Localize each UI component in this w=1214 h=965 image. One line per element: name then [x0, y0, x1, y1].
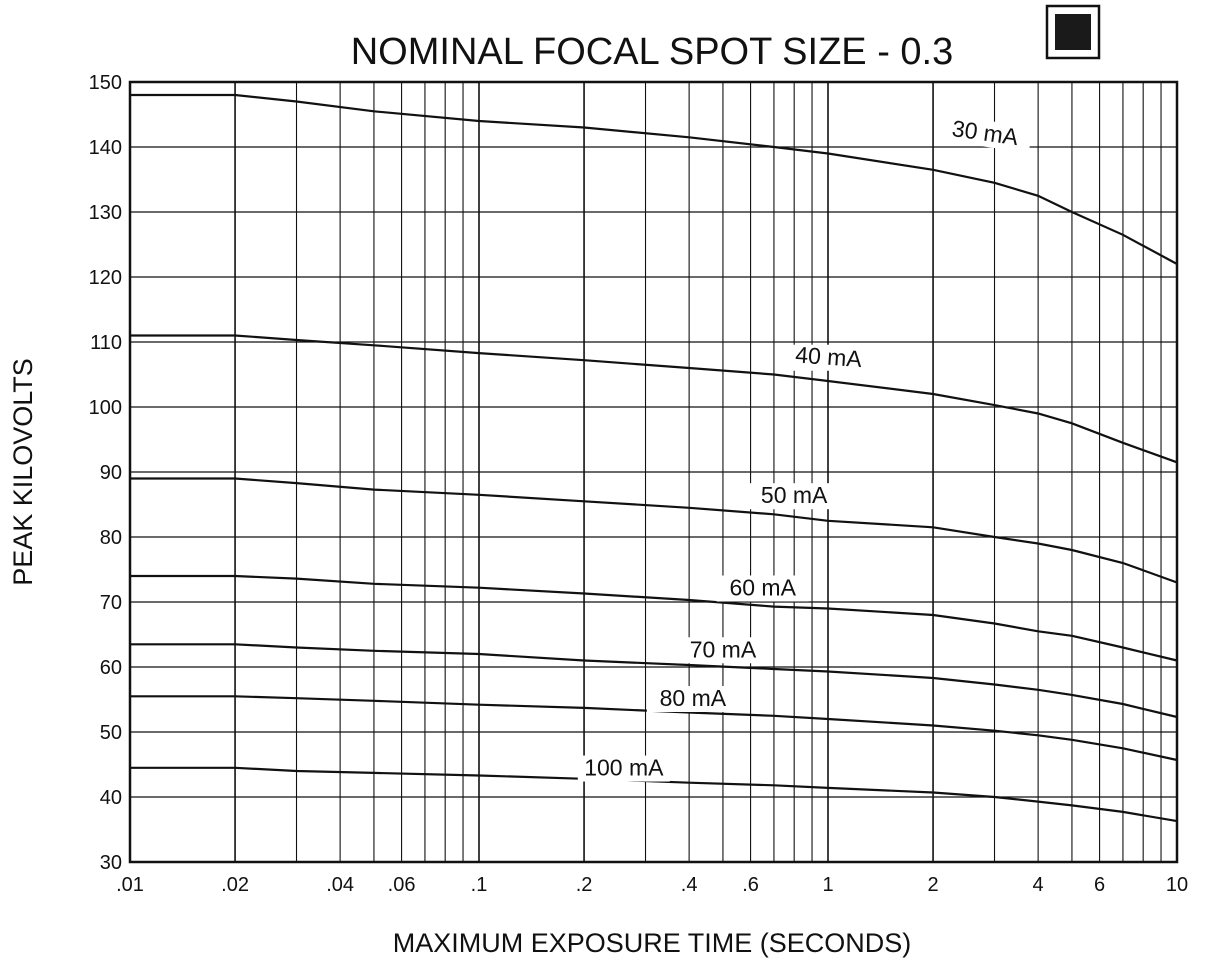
series-label-background: [577, 755, 670, 782]
series-line: [130, 574, 1178, 662]
series-label-background: [937, 114, 1033, 153]
y-tick-labels: 30 40 50 60 70 80 90 100 110 120 130 140 150: [89, 72, 122, 874]
series-label: 50 mA: [761, 482, 828, 508]
y-tick-label: 30: [100, 852, 122, 874]
y-tick-label: 100: [89, 397, 122, 419]
series-label-background: [676, 637, 769, 664]
y-tick-label: 80: [100, 527, 122, 549]
series-line: [130, 766, 1178, 823]
series-label: 100 mA: [584, 755, 664, 781]
series-label-background: [646, 686, 739, 712]
series-line: [130, 695, 1178, 762]
x-tick-labels: .01 .02 .04 .06 .1 .2 .4 .6 1 2 4 6 10: [116, 874, 1188, 896]
y-tick-label: 110: [90, 332, 122, 354]
x-tick-label: .2: [576, 874, 593, 896]
x-tick-label: 1: [822, 874, 833, 896]
y-tick-label: 60: [100, 657, 122, 679]
series-line: [130, 334, 1178, 464]
plot-frame: [128, 80, 1179, 864]
x-tick-label: 10: [1166, 874, 1188, 896]
grid-lines: [130, 82, 1177, 862]
series-line: [130, 477, 1178, 584]
x-axis-label: MAXIMUM EXPOSURE TIME (SECONDS): [393, 928, 912, 958]
series-line: [130, 93, 1178, 265]
y-tick-label: 130: [89, 202, 122, 224]
chart-title: NOMINAL FOCAL SPOT SIZE - 0.3: [351, 31, 954, 73]
x-tick-label: .04: [326, 874, 354, 896]
series-line: [130, 643, 1178, 719]
y-tick-label: 120: [89, 267, 122, 289]
focal-spot-square-icon: [1045, 4, 1101, 60]
x-tick-label: .01: [116, 874, 144, 896]
series-label: 60 mA: [729, 575, 796, 601]
series-label: 80 mA: [660, 685, 727, 711]
x-tick-label: .6: [742, 874, 759, 896]
series-label: 30 mA: [950, 115, 1020, 150]
x-tick-label: .02: [221, 874, 249, 896]
y-tick-label: 90: [100, 462, 122, 484]
y-tick-label: 50: [100, 722, 122, 744]
y-axis-label: PEAK KILOVOLTS: [8, 358, 38, 586]
x-tick-label: 6: [1094, 874, 1105, 896]
x-tick-label: .1: [471, 874, 488, 896]
series-label: 40 mA: [794, 341, 863, 372]
y-tick-label: 150: [89, 72, 122, 94]
y-tick-label: 140: [89, 137, 122, 159]
y-tick-label: 70: [100, 592, 122, 614]
series-label-background: [782, 344, 874, 371]
series-curves: [130, 93, 1178, 823]
x-tick-label: 4: [1033, 874, 1044, 896]
series-label-background: [748, 483, 841, 510]
x-tick-label: .4: [681, 874, 698, 896]
x-tick-label: .06: [388, 874, 416, 896]
y-tick-label: 40: [100, 787, 122, 809]
series-label-background: [716, 575, 809, 602]
series-label: 70 mA: [690, 636, 757, 662]
x-tick-label: 2: [927, 874, 938, 896]
